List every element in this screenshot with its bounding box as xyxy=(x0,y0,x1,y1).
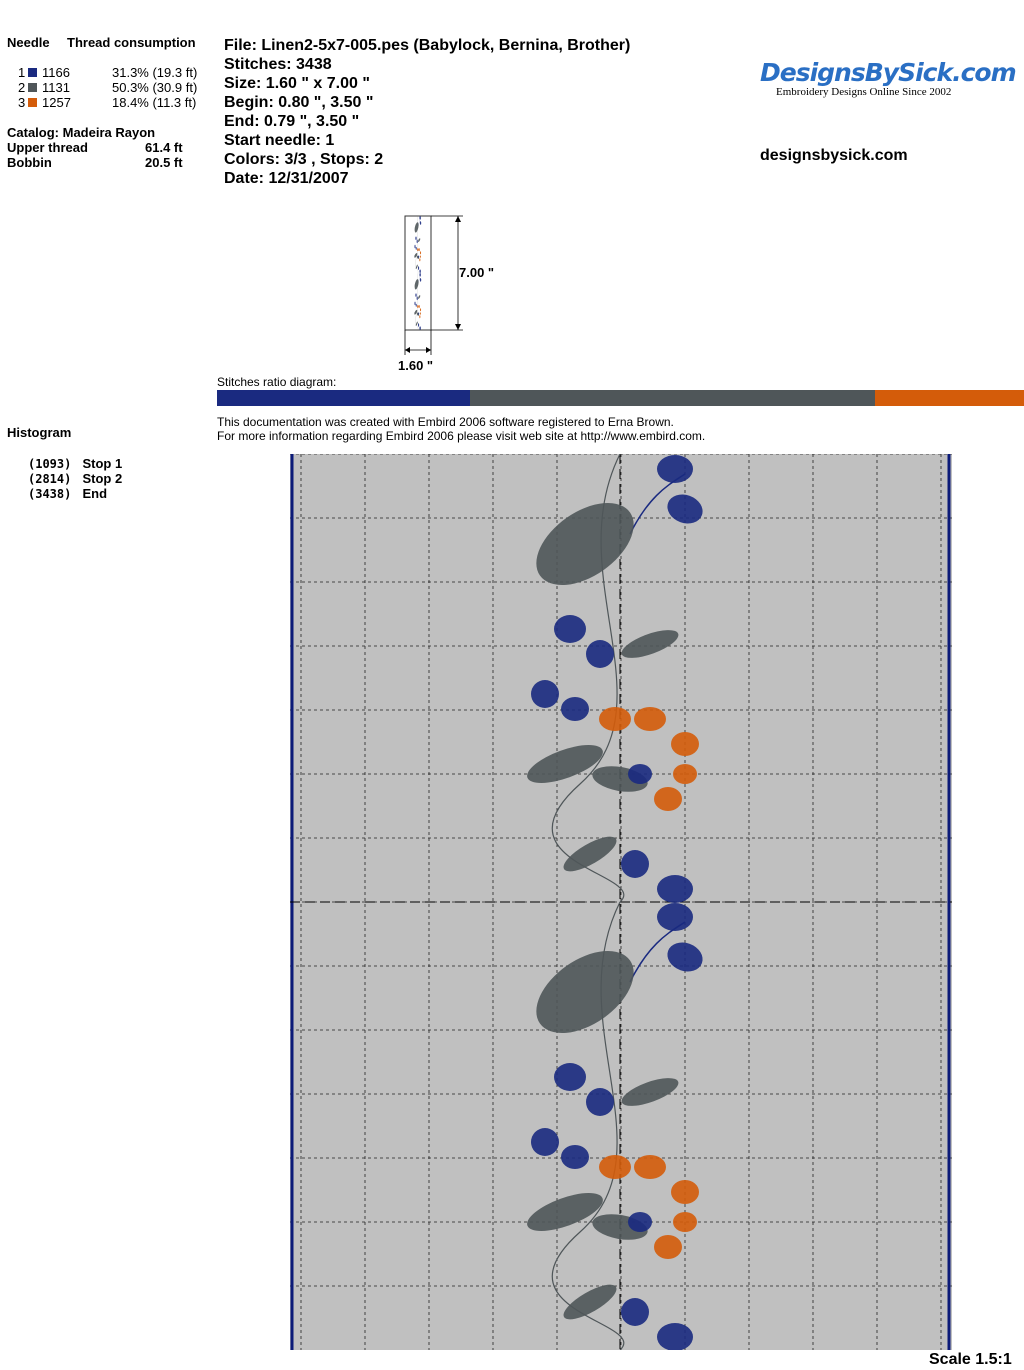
ratio-label: Stitches ratio diagram: xyxy=(217,375,337,389)
thread-row-1: 1 1166 31.3% (19.3 ft) xyxy=(14,65,214,80)
thread-consumption-header: Thread consumption xyxy=(67,35,196,50)
color-swatch xyxy=(28,68,37,77)
histogram-entry: (3438) End xyxy=(28,485,122,501)
histogram-list: (1093) Stop 1 (2814) Stop 2 (3438) End xyxy=(28,455,123,501)
thread-consumption: 31.3% (19.3 ft) xyxy=(112,65,198,80)
file-info: File: Linen2-5x7-005.pes (Babylock, Bern… xyxy=(224,36,630,188)
catalog-line: Catalog: Madeira Rayon xyxy=(7,125,156,140)
needle-number: 2 xyxy=(18,80,26,95)
stop-label: End xyxy=(82,486,108,501)
thread-code: 1131 xyxy=(42,80,70,95)
ratio-segment-1 xyxy=(217,390,470,406)
upper-thread-label: Upper thread xyxy=(7,140,88,155)
stitch-ratio-bar xyxy=(217,390,1024,406)
design-size: Size: 1.60 " x 7.00 " xyxy=(224,75,370,92)
upper-thread-value: 61.4 ft xyxy=(145,140,183,155)
color-swatch xyxy=(28,83,37,92)
stitch-count: (3438) xyxy=(28,487,72,501)
notice-line-2: For more information regarding Embird 20… xyxy=(217,429,706,443)
brand-url: designsbysick.com xyxy=(760,147,908,164)
design-date: Date: 12/31/2007 xyxy=(224,170,349,187)
thread-consumption: 18.4% (11.3 ft) xyxy=(112,95,197,110)
logo-tagline: Embroidery Designs Online Since 2002 xyxy=(776,86,952,98)
color-swatch xyxy=(28,98,37,107)
thread-code: 1166 xyxy=(42,65,70,80)
needle-number: 1 xyxy=(18,65,26,80)
stop-label: Stop 1 xyxy=(82,456,123,471)
scale-label: Scale 1.5:1 xyxy=(929,1351,1012,1368)
needle-header: Needle xyxy=(7,35,50,50)
thumb-height-label: 7.00 " xyxy=(459,265,495,280)
histogram-title: Histogram xyxy=(7,425,72,440)
thread-code: 1257 xyxy=(42,95,71,110)
software-notice: This documentation was created with Embi… xyxy=(217,415,705,443)
thread-consumption: 50.3% (30.9 ft) xyxy=(112,80,198,95)
colors-stops: Colors: 3/3 , Stops: 2 xyxy=(224,151,384,168)
histogram-entry: (1093) Stop 1 xyxy=(28,455,123,471)
brand-logo: DesignsBySick.com Embroidery Designs Onl… xyxy=(760,58,1017,99)
thumb-width-label: 1.60 " xyxy=(398,358,434,373)
begin-point: Begin: 0.80 ", 3.50 " xyxy=(224,94,374,111)
file-name: File: Linen2-5x7-005.pes (Babylock, Bern… xyxy=(224,37,631,54)
stitch-count: Stitches: 3438 xyxy=(224,56,332,73)
end-point: End: 0.79 ", 3.50 " xyxy=(224,113,360,130)
floral-motif xyxy=(527,454,703,1350)
bobbin-label: Bobbin xyxy=(7,155,52,170)
stop-label: Stop 2 xyxy=(82,471,123,486)
stitch-count: (1093) xyxy=(28,457,72,471)
notice-line-1: This documentation was created with Embi… xyxy=(217,415,674,429)
start-needle: Start needle: 1 xyxy=(224,132,335,149)
logo-text: DesignsBySick.com xyxy=(760,58,1017,87)
stitch-count: (2814) xyxy=(28,472,72,486)
design-thumbnail xyxy=(404,215,463,355)
ratio-segment-2 xyxy=(469,390,876,406)
bobbin-value: 20.5 ft xyxy=(145,155,183,170)
thread-row-3: 3 1257 18.4% (11.3 ft) xyxy=(14,95,214,110)
thread-row-2: 2 1131 50.3% (30.9 ft) xyxy=(14,80,214,95)
histogram-entry: (2814) Stop 2 xyxy=(28,470,123,486)
stitch-preview xyxy=(290,454,952,1350)
ratio-segment-3 xyxy=(875,390,1024,406)
needle-number: 3 xyxy=(18,95,26,110)
